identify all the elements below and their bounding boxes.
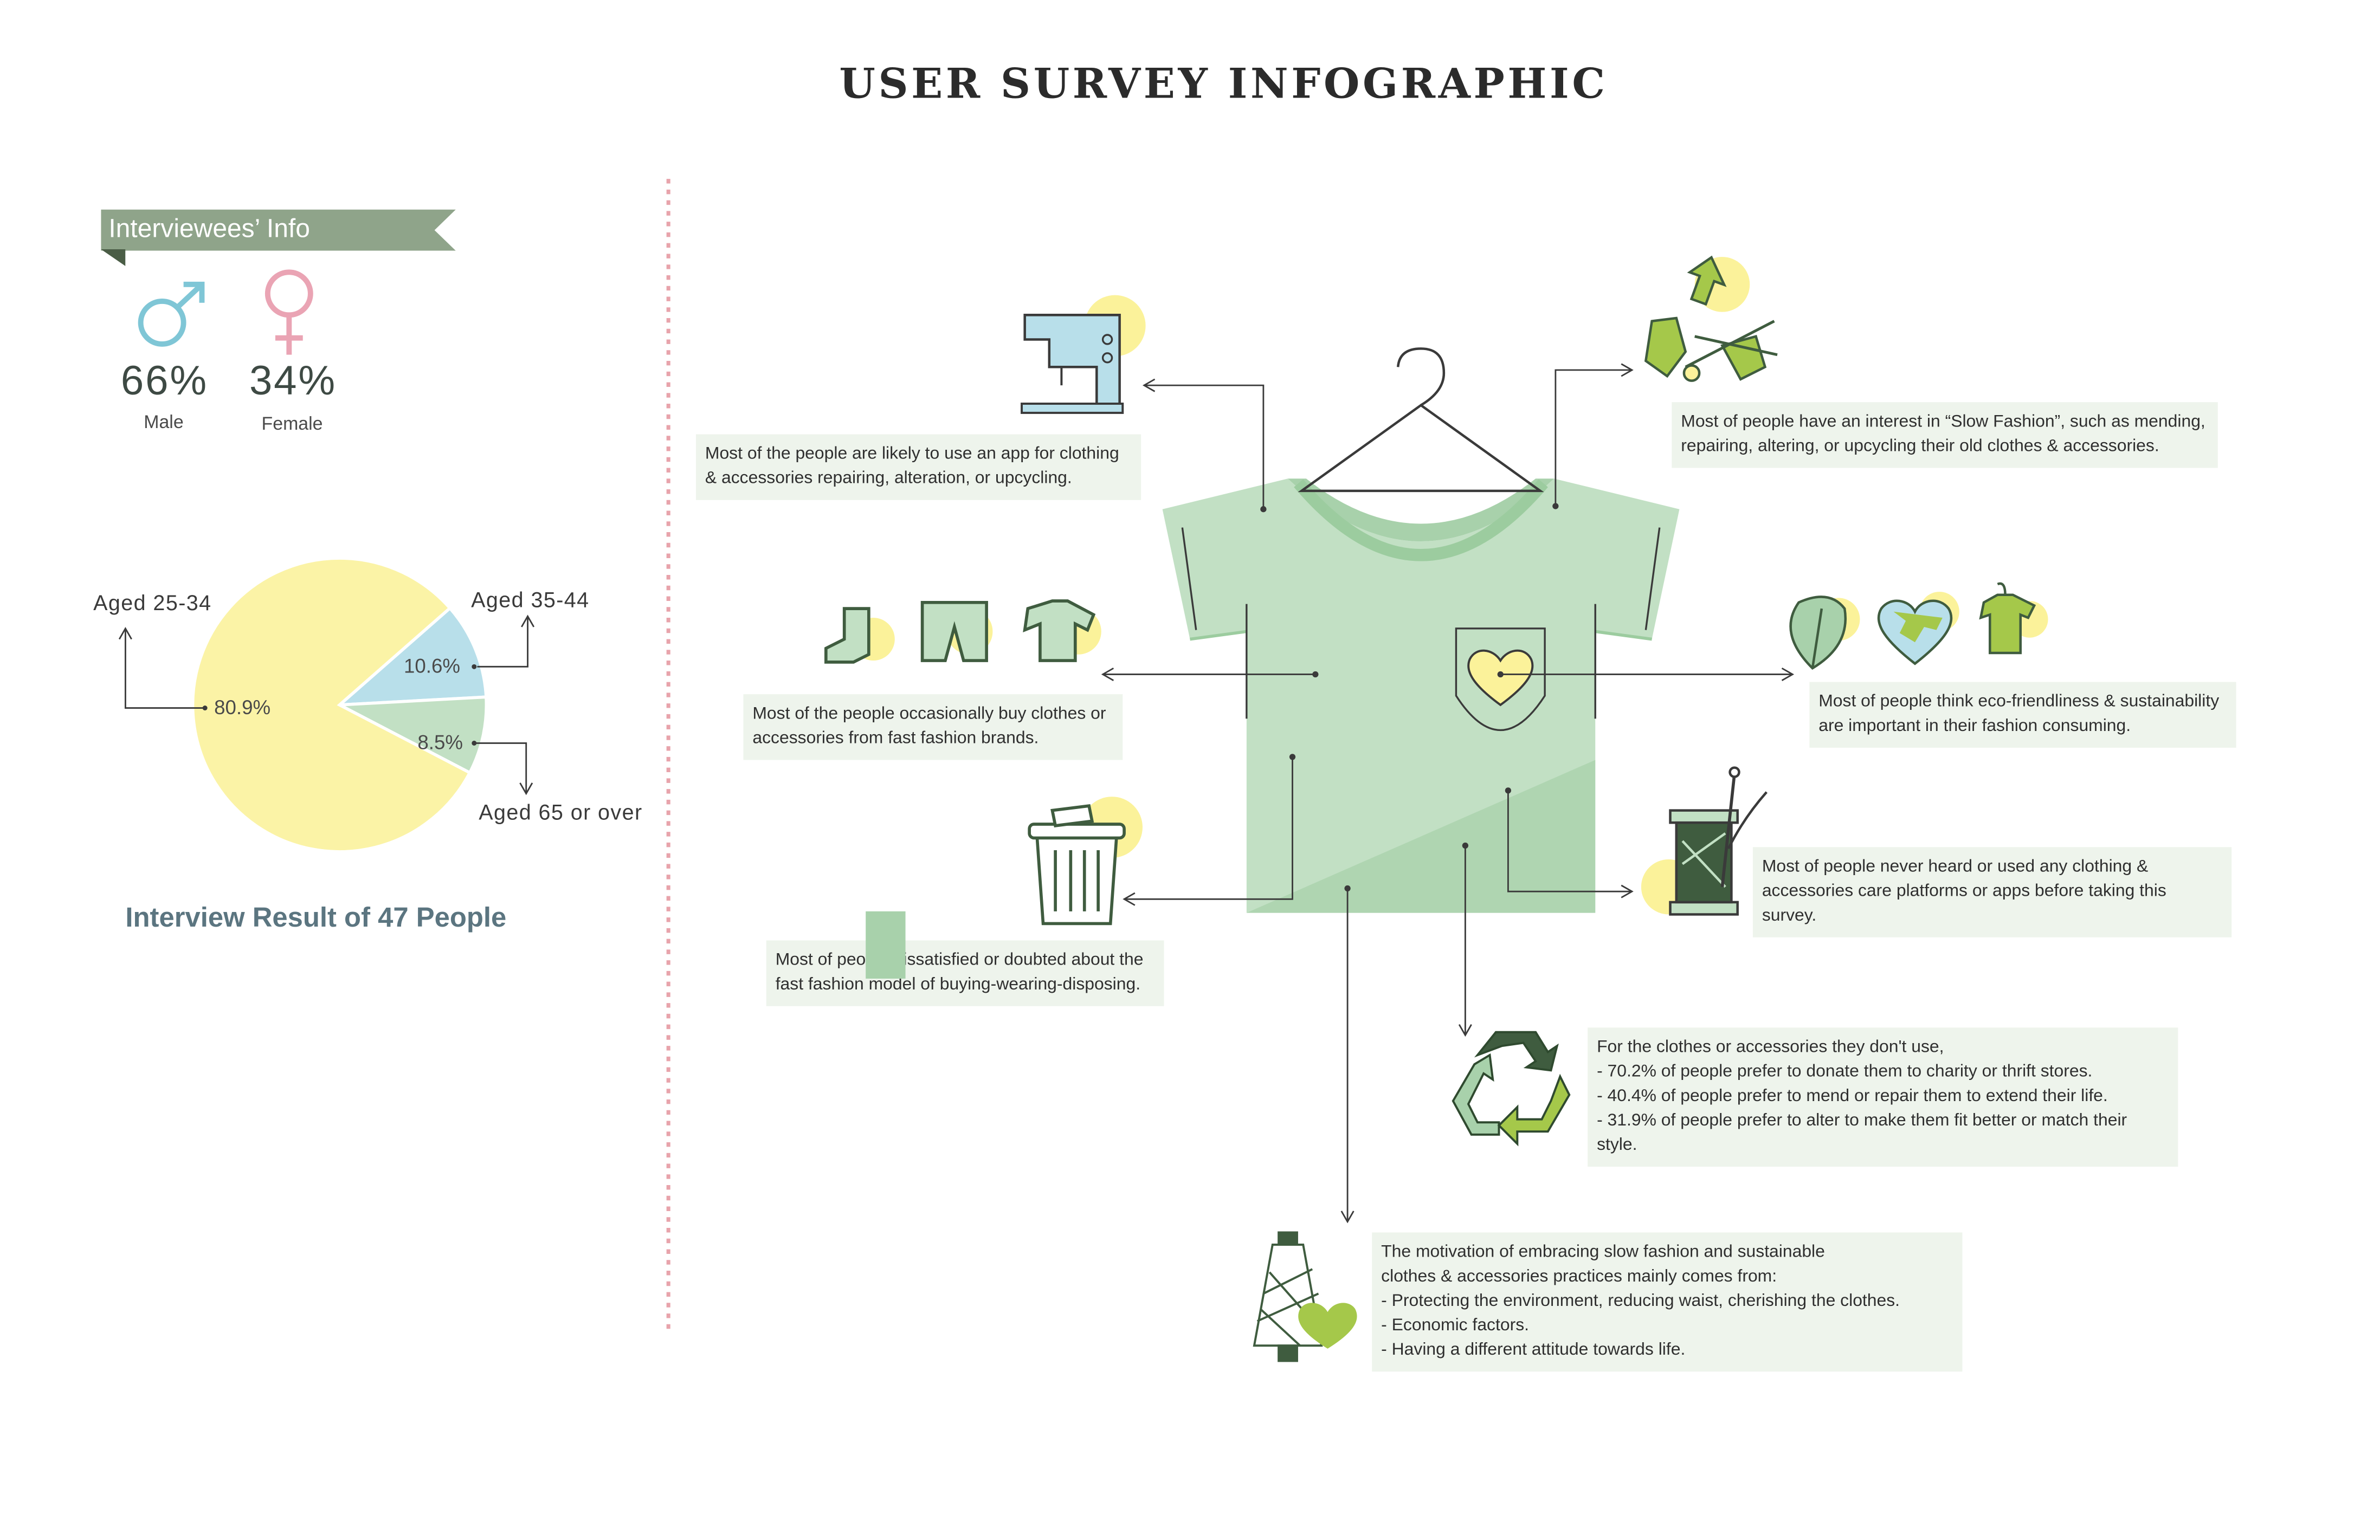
pie-label-65-over: Aged 65 or over [479, 799, 643, 825]
finding-dissatisfied: Most of people dissatisfied or doubted a… [766, 940, 1164, 1006]
interview-result-label: Interview Result of 47 People [125, 902, 507, 933]
interviewees-ribbon [101, 209, 456, 251]
finding-fast-fashion-buy: Most of the people occasionally buy clot… [743, 694, 1123, 760]
pocket-heart-icon [1467, 649, 1534, 707]
pie-value-25-34: 80.9% [214, 695, 271, 719]
pie-value-35-44: 10.6% [403, 654, 461, 678]
male-label: Male [144, 411, 184, 433]
pie-label-35-44: Aged 35-44 [471, 587, 590, 612]
connector-lines [1101, 363, 1795, 1224]
female-percent: 34% [249, 358, 337, 404]
pie-label-25-34: Aged 25-34 [93, 590, 212, 615]
finding-care-platforms: Most of people never heard or used any c… [1752, 847, 2232, 937]
male-percent: 66% [120, 358, 208, 404]
female-label: Female [261, 412, 323, 435]
pie-callouts [118, 614, 535, 795]
thread-spool-needle-icon [1641, 766, 1768, 916]
pie-value-65-over: 8.5% [417, 730, 463, 754]
recycle-icon [1452, 1031, 1571, 1147]
finding-motivation: The motivation of embracing slow fashion… [1372, 1232, 1963, 1372]
pie-slice-35-44 [335, 606, 488, 707]
finding-eco-friendly: Most of people think eco-friendliness & … [1809, 682, 2236, 748]
finding-unused-items: For the clothes or accessories they don'… [1588, 1027, 2178, 1167]
yarn-cone-heart-icon [1253, 1231, 1357, 1362]
overlay-block [866, 911, 906, 979]
finding-repair-app: Most of the people are likely to use an … [695, 434, 1141, 500]
t-shirt [1162, 478, 1680, 913]
finding-slow-fashion: Most of people have an interest in “Slow… [1672, 402, 2218, 468]
pie-slice-65-over [334, 695, 488, 775]
hanger-icon [1298, 347, 1544, 493]
clothes-icon [824, 599, 1101, 664]
female-icon [265, 269, 313, 355]
male-icon [138, 281, 205, 347]
ribbon-label: Interviewees’ Info [108, 214, 310, 243]
eco-leaf-earth-shirt-icon [1789, 582, 2048, 670]
upcycle-arrows-scissors-icon [1644, 255, 1778, 382]
sewing-machine-icon [1021, 295, 1146, 414]
pie-slice-25-34 [191, 557, 472, 853]
trash-can-icon [1028, 797, 1143, 926]
page-title: USER SURVEY INFOGRAPHIC [839, 61, 1608, 109]
